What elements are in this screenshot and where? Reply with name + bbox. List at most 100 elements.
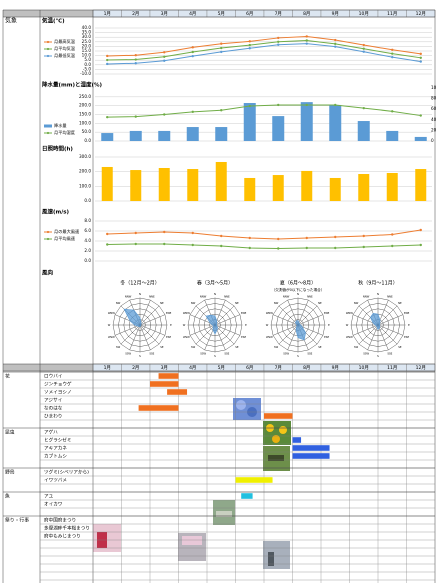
group-label: 昆虫 bbox=[5, 429, 15, 436]
point bbox=[248, 104, 251, 108]
point bbox=[220, 50, 223, 54]
point bbox=[391, 52, 394, 55]
header-band bbox=[3, 364, 93, 371]
legend-marker bbox=[46, 40, 50, 44]
y-tick-label: 35.0 bbox=[82, 30, 92, 35]
point bbox=[362, 50, 365, 53]
point bbox=[277, 237, 280, 241]
rose-area bbox=[370, 313, 381, 330]
direction-label: WNW bbox=[108, 311, 116, 315]
direction-label: NNE bbox=[224, 294, 230, 298]
point bbox=[191, 46, 194, 49]
bar bbox=[301, 170, 313, 201]
item-label: オイカワ bbox=[44, 502, 63, 508]
direction-label: SW bbox=[191, 345, 196, 349]
group-label: 野鳥 bbox=[5, 469, 15, 476]
point bbox=[419, 56, 422, 60]
direction-label: S bbox=[214, 354, 216, 358]
bar bbox=[386, 130, 399, 141]
item-label: ロウバイ bbox=[44, 373, 62, 380]
y-tick-label: 25.0 bbox=[82, 39, 92, 44]
month-label: 2月 bbox=[132, 365, 139, 371]
bar bbox=[358, 174, 370, 201]
direction-label: ESE bbox=[404, 335, 409, 339]
rose-spoke bbox=[278, 305, 299, 326]
direction-label: WNW bbox=[183, 311, 191, 315]
group-label: 花 bbox=[5, 373, 10, 380]
rose-area bbox=[295, 320, 306, 341]
point bbox=[305, 246, 308, 250]
legend-label: 月最高気温 bbox=[54, 38, 76, 45]
y2-tick-label: 0 bbox=[431, 138, 434, 143]
bar bbox=[101, 133, 114, 141]
direction-label: ENE bbox=[324, 311, 330, 315]
group-label: 祭り・行事 bbox=[5, 517, 29, 524]
rose-spoke bbox=[377, 324, 404, 336]
point bbox=[248, 47, 251, 50]
month-label: 2月 bbox=[132, 11, 139, 17]
point bbox=[391, 110, 394, 113]
series-line bbox=[107, 229, 421, 240]
y2-tick-label: 80 bbox=[431, 96, 436, 101]
point bbox=[134, 115, 137, 118]
rose-spoke bbox=[297, 305, 318, 326]
series-line bbox=[107, 104, 421, 118]
direction-label: NNE bbox=[387, 294, 393, 298]
point bbox=[163, 51, 166, 54]
direction-label: NE bbox=[398, 301, 402, 305]
direction-label: NE bbox=[235, 301, 239, 305]
point bbox=[106, 243, 109, 246]
legend-label: 月の最大風速 bbox=[54, 228, 80, 235]
bar bbox=[329, 104, 342, 141]
direction-label: NNW bbox=[125, 294, 132, 298]
point bbox=[419, 228, 422, 232]
direction-label: N bbox=[214, 292, 216, 296]
month-label: 1月 bbox=[104, 365, 111, 371]
bar bbox=[215, 161, 227, 201]
rose-spoke bbox=[139, 314, 166, 326]
direction-label: NW bbox=[191, 301, 196, 305]
y-tick-label: 250.0 bbox=[79, 94, 91, 99]
rose-spoke bbox=[214, 305, 235, 326]
direction-label: E bbox=[328, 323, 330, 327]
point bbox=[220, 234, 223, 238]
direction-label: NW bbox=[274, 301, 279, 305]
point bbox=[305, 42, 308, 45]
photo-detail bbox=[216, 511, 232, 517]
y-tick-label: 40.0 bbox=[82, 25, 92, 30]
item-label: ヒグラシゼミ bbox=[44, 437, 71, 444]
y2-tick-label: 60 bbox=[431, 106, 436, 111]
direction-label: SE bbox=[160, 345, 164, 349]
point bbox=[220, 109, 223, 112]
point bbox=[163, 59, 166, 62]
photo-detail bbox=[272, 435, 280, 443]
legend-label: 月最低気温 bbox=[54, 52, 76, 59]
point bbox=[220, 244, 223, 248]
legend-marker bbox=[46, 54, 50, 58]
direction-label: S bbox=[139, 354, 141, 358]
point bbox=[163, 55, 166, 58]
rose-spoke bbox=[139, 324, 151, 351]
item-label: ジンチョウゲ bbox=[44, 381, 72, 388]
direction-label: E bbox=[245, 323, 247, 327]
bar bbox=[357, 121, 370, 141]
direction-label: NE bbox=[318, 301, 322, 305]
chart-title: 風速(m/s) bbox=[42, 208, 70, 216]
direction-label: WSW bbox=[108, 335, 115, 339]
direction-label: WSW bbox=[346, 335, 353, 339]
bar bbox=[386, 172, 398, 201]
point bbox=[220, 46, 223, 50]
y-tick-label: 100.0 bbox=[79, 120, 91, 125]
y-tick-label: 4.0 bbox=[84, 238, 91, 243]
y-tick-label: 2.0 bbox=[84, 248, 91, 253]
bar bbox=[243, 103, 256, 141]
direction-label: SSE bbox=[307, 352, 312, 356]
y-tick-label: 10.0 bbox=[82, 53, 92, 58]
rose-spoke bbox=[377, 305, 398, 326]
rose-note: （欠測値が0以下になった場合） bbox=[272, 287, 325, 292]
point bbox=[248, 236, 251, 240]
direction-label: ENE bbox=[241, 311, 247, 315]
rose-spoke bbox=[139, 299, 151, 326]
month-label: 10月 bbox=[359, 365, 369, 371]
